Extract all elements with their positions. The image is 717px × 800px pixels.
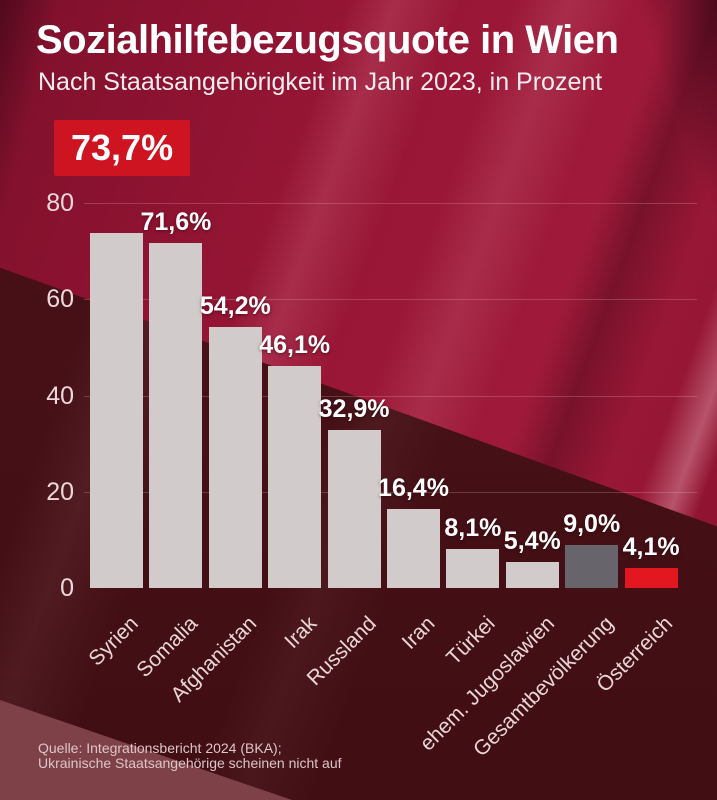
bar-value-label-ehem-jugoslawien: 5,4%	[503, 527, 561, 555]
bar-value-label-gesamtbevolkerung: 9,0%	[563, 509, 621, 538]
x-axis-label-iran: Iran	[397, 612, 440, 654]
bar-gesamtbevolkerung	[565, 544, 619, 588]
bar-afghanistan	[208, 327, 262, 588]
gridline-20	[84, 491, 697, 493]
highlight-badge: 73,7%	[54, 120, 191, 176]
page-subtitle: Nach Staatsangehörigkeit im Jahr 2023, i…	[38, 68, 603, 96]
x-axis-label-irak: Irak	[279, 612, 321, 654]
gridline-80	[84, 203, 697, 204]
x-axis-label-turkei: Türkei	[441, 612, 500, 670]
gridline-40	[84, 395, 697, 397]
y-axis-tick-label-80: 80	[46, 189, 74, 217]
bar-value-label-osterreich: 4,1%	[622, 533, 680, 562]
page-title: Sozialhilfebezugsquote in Wien	[36, 18, 619, 62]
y-axis-tick-label-60: 60	[46, 285, 74, 314]
bar-value-label-irak: 46,1%	[259, 331, 331, 360]
bar-irak	[268, 366, 322, 588]
bar-osterreich	[624, 568, 678, 588]
bar-value-label-russland: 32,9%	[318, 394, 390, 423]
bar-ehem-jugoslawien	[505, 562, 559, 588]
source-note: Quelle: Integrationsbericht 2024 (BKA); …	[38, 741, 342, 771]
bar-turkei	[446, 549, 500, 588]
bar-russland	[327, 429, 381, 588]
bar-value-label-turkei: 8,1%	[444, 514, 502, 542]
bar-syrien	[90, 233, 143, 588]
bar-somalia	[149, 243, 203, 588]
source-line-2: Ukrainische Staatsangehörige scheinen ni…	[38, 755, 342, 771]
bar-value-label-afghanistan: 54,2%	[199, 292, 271, 321]
y-axis-tick-label-0: 0	[60, 574, 74, 602]
bar-value-label-iran: 16,4%	[378, 474, 449, 503]
bar-value-label-somalia: 71,6%	[140, 208, 212, 237]
source-line-1: Quelle: Integrationsbericht 2024 (BKA);	[38, 740, 282, 756]
gridline-60	[84, 299, 697, 301]
y-axis-tick-label-40: 40	[46, 381, 74, 410]
y-axis-tick-label-20: 20	[46, 477, 74, 506]
highlight-value: 73,7%	[71, 127, 174, 168]
bar-iran	[387, 509, 440, 588]
